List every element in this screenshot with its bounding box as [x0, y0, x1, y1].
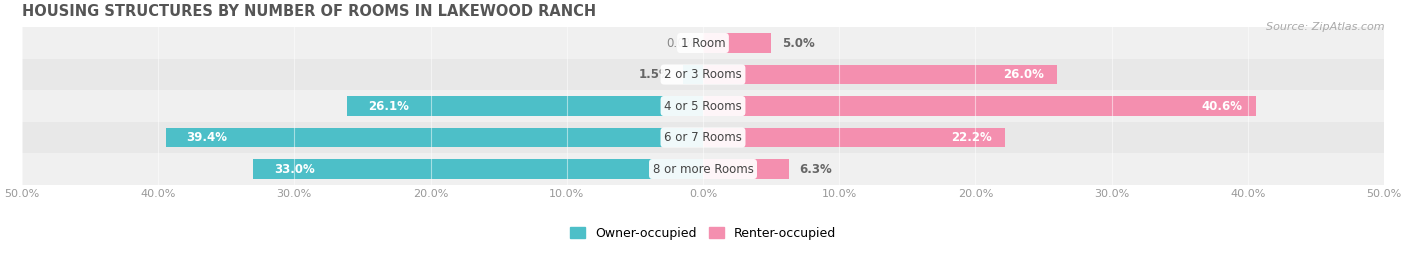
Bar	[21, 59, 1385, 90]
Bar	[21, 27, 1385, 59]
Text: 33.0%: 33.0%	[274, 163, 315, 176]
Text: 40.6%: 40.6%	[1202, 100, 1243, 113]
Text: Source: ZipAtlas.com: Source: ZipAtlas.com	[1267, 22, 1385, 32]
Bar	[21, 153, 1385, 185]
Bar	[253, 159, 703, 179]
Text: 5.0%: 5.0%	[782, 36, 814, 49]
Text: 22.2%: 22.2%	[950, 131, 991, 144]
Bar	[682, 65, 703, 84]
Text: 6 or 7 Rooms: 6 or 7 Rooms	[664, 131, 742, 144]
Text: 6.3%: 6.3%	[800, 163, 832, 176]
Text: 26.0%: 26.0%	[1002, 68, 1043, 81]
Text: 1.5%: 1.5%	[638, 68, 672, 81]
Bar	[703, 33, 770, 53]
Bar	[347, 96, 703, 116]
Text: HOUSING STRUCTURES BY NUMBER OF ROOMS IN LAKEWOOD RANCH: HOUSING STRUCTURES BY NUMBER OF ROOMS IN…	[21, 4, 596, 19]
Bar	[703, 159, 789, 179]
Text: 0.0%: 0.0%	[666, 36, 696, 49]
Text: 26.1%: 26.1%	[368, 100, 409, 113]
Bar	[703, 65, 1057, 84]
Bar	[21, 90, 1385, 122]
Legend: Owner-occupied, Renter-occupied: Owner-occupied, Renter-occupied	[565, 222, 841, 245]
Bar	[166, 128, 703, 147]
Text: 4 or 5 Rooms: 4 or 5 Rooms	[664, 100, 742, 113]
Bar	[21, 122, 1385, 153]
Bar	[703, 96, 1256, 116]
Text: 2 or 3 Rooms: 2 or 3 Rooms	[664, 68, 742, 81]
Bar	[703, 128, 1005, 147]
Text: 8 or more Rooms: 8 or more Rooms	[652, 163, 754, 176]
Text: 1 Room: 1 Room	[681, 36, 725, 49]
Text: 39.4%: 39.4%	[187, 131, 228, 144]
